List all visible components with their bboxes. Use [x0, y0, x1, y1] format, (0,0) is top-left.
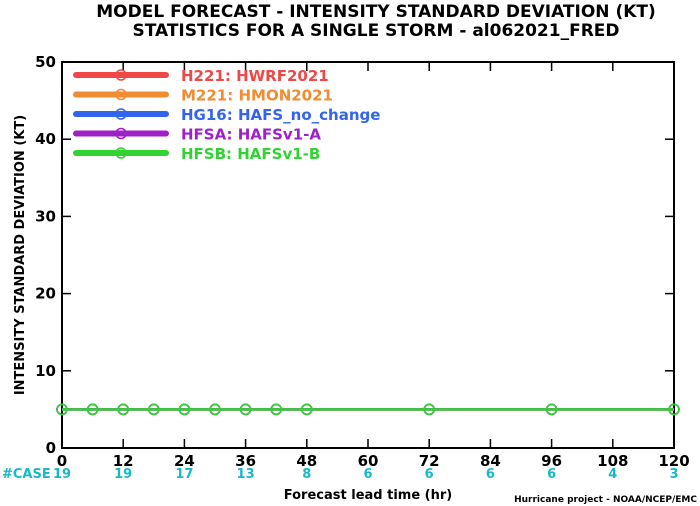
data-point [56, 403, 68, 416]
legend-marker [115, 69, 127, 81]
case-count: 19 [114, 467, 132, 482]
case-label: #CASE [2, 467, 51, 482]
x-tick-label: 24 [174, 452, 195, 470]
y-tick-label: 30 [35, 207, 56, 225]
legend-entry-m221: M221: HMON2021 [73, 87, 333, 105]
y-tick-label: 10 [35, 362, 56, 380]
x-tick-label: 120 [658, 452, 689, 470]
legend-label: M221: HMON2021 [181, 87, 333, 105]
case-count: 8 [302, 467, 311, 482]
chart-subtitle: STATISTICS FOR A SINGLE STORM - al062021… [132, 21, 619, 41]
axes: 0 12 24 36 48 60 72 84 96 108 120 0 10 20 30 40 50 [35, 53, 690, 470]
legend-entry-hg16: HG16: HAFS_no_change [73, 106, 380, 124]
x-tick-label: 84 [480, 452, 501, 470]
case-count: 19 [53, 467, 71, 482]
data-point [178, 403, 191, 416]
legend-entry-h221: H221: HWRF2021 [73, 67, 329, 85]
case-count: 6 [425, 467, 434, 482]
case-count: 4 [608, 467, 617, 482]
x-tick-label: 72 [419, 452, 440, 470]
x-tick-label: 108 [597, 452, 628, 470]
y-tick-label: 0 [46, 439, 56, 457]
chart-title: MODEL FORECAST - INTENSITY STANDARD DEVI… [96, 2, 656, 22]
legend-label: HFSB: HAFSv1-B [181, 145, 320, 163]
legend-entry-hfsa: HFSA: HAFSv1-A [73, 126, 321, 144]
x-tick-label: 0 [57, 452, 67, 470]
case-count: 13 [237, 467, 255, 482]
x-axis-label: Forecast lead time (hr) [284, 488, 452, 503]
data-point [423, 403, 435, 416]
data-point [301, 403, 313, 416]
case-counts: #CASE 19 19 17 13 8 6 6 6 6 4 3 [2, 467, 679, 482]
x-tick-label: 36 [235, 452, 256, 470]
series-hfsb [56, 403, 680, 416]
case-count: 6 [547, 467, 556, 482]
y-tick-label: 50 [35, 53, 56, 71]
y-axis-label: INTENSITY STANDARD DEVIATION (KT) [13, 115, 28, 395]
x-tick-label: 60 [358, 452, 379, 470]
y-tick-label: 20 [35, 285, 56, 303]
y-tick-label: 40 [35, 130, 56, 148]
legend-marker [115, 88, 127, 101]
legend-marker [115, 108, 127, 120]
legend-marker [115, 127, 127, 140]
x-tick-label: 48 [296, 452, 317, 470]
data-point [86, 403, 99, 416]
data-point [668, 403, 680, 416]
legend-label: HFSA: HAFSv1-A [181, 126, 321, 144]
legend-label: HG16: HAFS_no_change [181, 106, 380, 124]
data-point [117, 403, 129, 416]
x-tick-label: 96 [541, 452, 562, 470]
data-point [209, 403, 221, 416]
case-count: 17 [175, 467, 193, 482]
series-lines [56, 403, 680, 416]
legend-label: H221: HWRF2021 [181, 67, 329, 85]
case-count: 6 [486, 467, 495, 482]
legend-entry-hfsb: HFSB: HAFSv1-B [73, 145, 320, 163]
data-point [270, 403, 282, 416]
data-point [148, 403, 160, 416]
credit-text: Hurricane project - NOAA/NCEP/EMC [514, 495, 697, 505]
data-point [545, 403, 558, 416]
case-count: 6 [363, 467, 372, 482]
data-point [239, 403, 252, 416]
legend-marker [115, 147, 127, 159]
x-tick-label: 12 [113, 452, 134, 470]
case-count: 3 [669, 467, 678, 482]
